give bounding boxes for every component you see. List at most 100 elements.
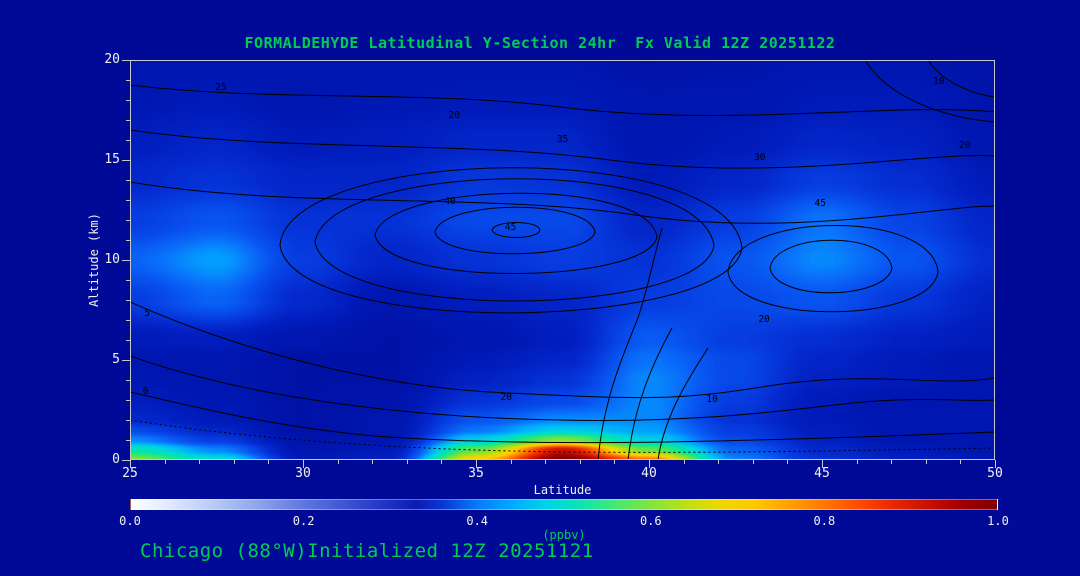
x-tick-label: 50 bbox=[987, 466, 1003, 481]
contour-line bbox=[130, 129, 995, 169]
contour-label: 20 bbox=[758, 314, 770, 325]
contour-line bbox=[130, 301, 995, 399]
contour-line bbox=[130, 391, 995, 444]
y-tick-minor bbox=[126, 300, 130, 301]
x-tick-minor bbox=[372, 460, 374, 464]
y-tick-major bbox=[122, 460, 130, 461]
y-tick-major bbox=[122, 160, 130, 161]
contour-label: 45 bbox=[815, 198, 826, 209]
plot-area: 25 20 10 20 35 40 45 30 45 20 5 0 20 10 bbox=[130, 60, 995, 460]
x-tick-minor bbox=[960, 460, 962, 464]
contour-line bbox=[130, 355, 995, 422]
contour-line bbox=[597, 227, 663, 460]
colorbar-tick-label: 1.0 bbox=[987, 514, 1009, 528]
x-tick-major bbox=[649, 460, 650, 468]
x-tick-minor bbox=[925, 460, 927, 464]
contour-label: 40 bbox=[444, 196, 456, 207]
y-tick-minor bbox=[126, 240, 130, 241]
contour-lines-svg: 25 20 10 20 35 40 45 30 45 20 5 0 20 10 bbox=[130, 60, 995, 460]
y-tick-minor bbox=[126, 420, 130, 421]
contour-line bbox=[864, 60, 995, 123]
y-tick-minor bbox=[126, 340, 130, 341]
y-tick-label: 10 bbox=[104, 252, 120, 267]
footer-run-info: Chicago (88°W)Initialized 12Z 20251121 bbox=[140, 540, 594, 562]
y-tick-minor bbox=[126, 200, 130, 201]
y-tick-minor bbox=[126, 280, 130, 281]
x-tick-minor bbox=[337, 460, 339, 464]
contour-label: 35 bbox=[557, 134, 568, 145]
x-tick-minor bbox=[441, 460, 443, 464]
colorbar-tick-label: 0.2 bbox=[292, 514, 315, 528]
y-tick-label: 0 bbox=[112, 452, 120, 467]
y-axis-title: Altitude (km) bbox=[87, 213, 101, 307]
contour-label: 45 bbox=[505, 222, 516, 233]
y-tick-minor bbox=[126, 380, 130, 381]
x-tick-minor bbox=[199, 460, 201, 464]
colorbar-tick-label: 0.8 bbox=[813, 514, 836, 528]
contour-line bbox=[130, 419, 995, 453]
x-axis-title: Latitude bbox=[533, 483, 592, 497]
x-tick-minor bbox=[683, 460, 685, 464]
x-tick-minor bbox=[545, 460, 547, 464]
y-tick-major bbox=[122, 60, 130, 61]
y-tick-minor bbox=[126, 220, 130, 221]
contour-line bbox=[314, 178, 715, 302]
contour-label: 0 bbox=[143, 386, 149, 397]
y-tick-minor bbox=[126, 400, 130, 401]
contour-line bbox=[627, 327, 673, 460]
x-tick-label: 25 bbox=[122, 466, 138, 481]
y-tick-label: 15 bbox=[104, 152, 120, 167]
contour-line bbox=[374, 192, 658, 274]
y-tick-minor bbox=[126, 180, 130, 181]
y-tick-minor bbox=[126, 140, 130, 141]
contour-line bbox=[279, 167, 743, 314]
contour-label: 20 bbox=[959, 140, 971, 151]
colorbar-units-label: (ppbv) bbox=[542, 528, 586, 542]
contour-line bbox=[727, 225, 939, 313]
x-tick-minor bbox=[510, 460, 512, 464]
x-tick-label: 35 bbox=[468, 466, 484, 481]
y-tick-minor bbox=[126, 320, 130, 321]
x-tick-label: 45 bbox=[814, 466, 830, 481]
contour-label: 20 bbox=[501, 392, 513, 403]
x-tick-minor bbox=[268, 460, 270, 464]
x-tick-minor bbox=[787, 460, 789, 464]
contour-line bbox=[491, 222, 541, 238]
contour-line bbox=[130, 84, 995, 116]
contour-label: 30 bbox=[754, 152, 766, 163]
x-tick-minor bbox=[891, 460, 893, 464]
x-tick-minor bbox=[406, 460, 408, 464]
contour-label: 25 bbox=[215, 82, 226, 93]
contour-line bbox=[434, 206, 596, 255]
contour-line bbox=[657, 347, 709, 460]
y-tick-label: 20 bbox=[104, 52, 120, 67]
x-tick-minor bbox=[164, 460, 166, 464]
y-tick-minor bbox=[126, 100, 130, 101]
x-tick-major bbox=[476, 460, 477, 468]
x-tick-label: 30 bbox=[295, 466, 311, 481]
x-tick-label: 40 bbox=[641, 466, 657, 481]
y-tick-label: 5 bbox=[112, 352, 120, 367]
contour-line bbox=[769, 239, 893, 294]
contour-label: 20 bbox=[449, 110, 461, 121]
x-tick-major bbox=[130, 460, 131, 468]
y-tick-minor bbox=[126, 440, 130, 441]
x-tick-minor bbox=[614, 460, 616, 464]
contour-line bbox=[927, 60, 995, 98]
x-tick-minor bbox=[856, 460, 858, 464]
chart-title: FORMALDEHYDE Latitudinal Y-Section 24hr … bbox=[244, 34, 836, 52]
colorbar-tick-label: 0.6 bbox=[639, 514, 662, 528]
x-tick-major bbox=[822, 460, 823, 468]
x-tick-major bbox=[995, 460, 996, 468]
x-tick-minor bbox=[752, 460, 754, 464]
y-tick-minor bbox=[126, 80, 130, 81]
y-tick-major bbox=[122, 260, 130, 261]
x-tick-minor bbox=[718, 460, 720, 464]
contour-label: 10 bbox=[933, 76, 945, 87]
x-tick-minor bbox=[233, 460, 235, 464]
colorbar-tick-label: 0.0 bbox=[119, 514, 141, 528]
y-tick-major bbox=[122, 360, 130, 361]
contour-line bbox=[130, 181, 995, 224]
x-tick-major bbox=[303, 460, 304, 468]
